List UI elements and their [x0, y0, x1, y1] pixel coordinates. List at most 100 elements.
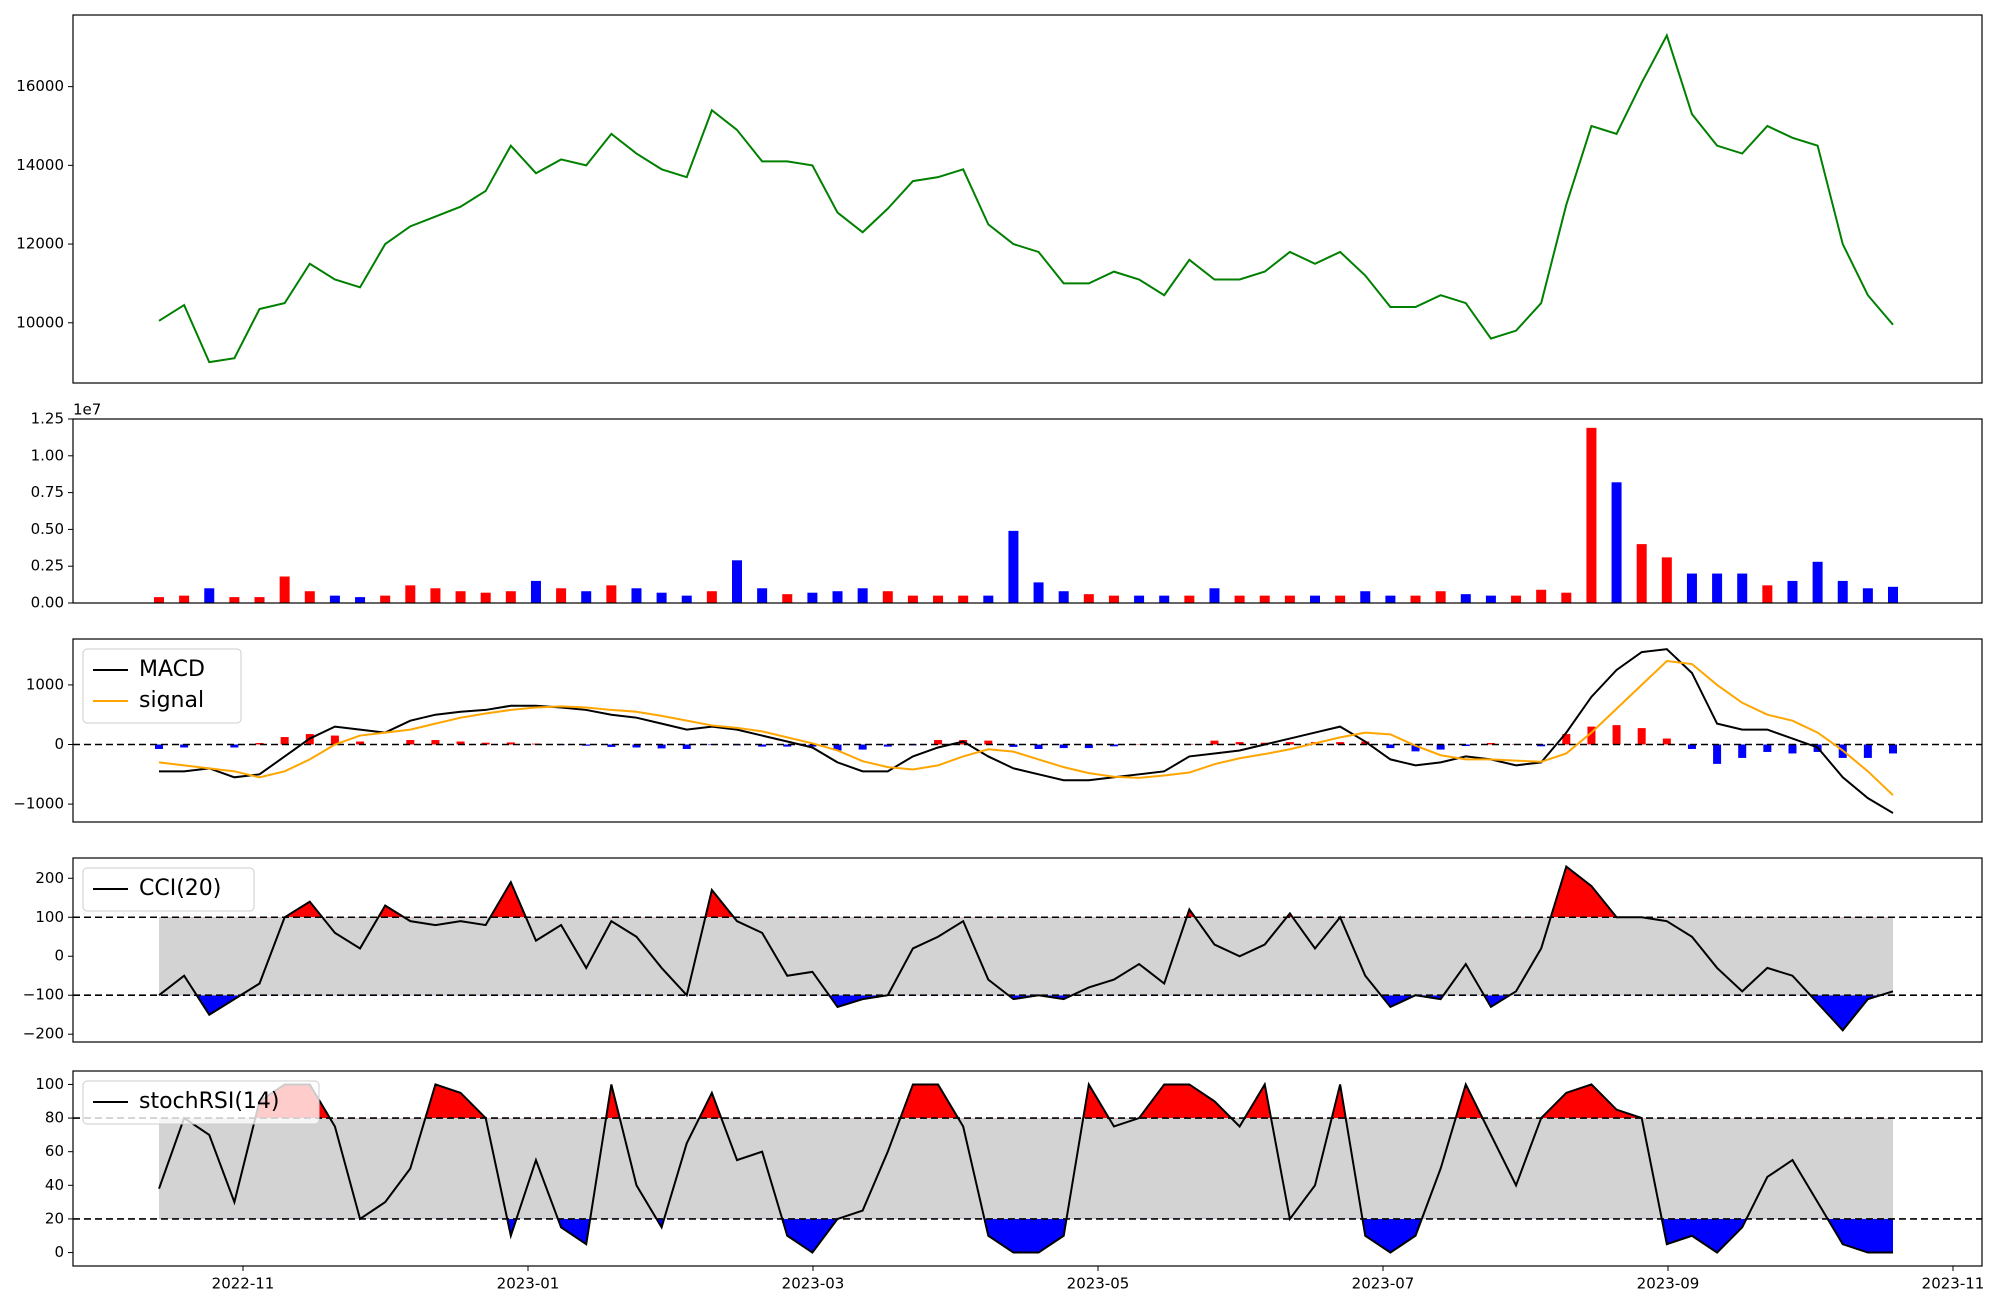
volume-bar — [882, 591, 893, 603]
histogram-bar — [1889, 744, 1897, 754]
y-tick-label: −200 — [23, 1025, 64, 1043]
y-tick-label: 1000 — [26, 675, 64, 693]
volume-bar — [1712, 573, 1723, 603]
histogram-bar — [1788, 744, 1797, 754]
y-tick-label: 0.00 — [31, 594, 64, 612]
legend-label: signal — [139, 688, 204, 713]
y-tick-label: 40 — [45, 1176, 64, 1194]
y-tick-label: 14000 — [16, 156, 64, 174]
histogram-bar — [1562, 734, 1571, 745]
volume-bar — [1435, 591, 1446, 603]
histogram-bar — [1034, 744, 1043, 749]
volume-bar — [1284, 595, 1295, 603]
histogram-bar — [431, 740, 440, 745]
histogram-bar — [1687, 744, 1696, 749]
histogram-bar — [582, 744, 591, 746]
volume-bar — [1310, 595, 1320, 603]
volume-bar — [556, 588, 567, 603]
volume-bar — [1862, 588, 1873, 603]
histogram-bar — [1235, 742, 1244, 745]
legend: CCI(20) — [82, 867, 255, 912]
upper-fill — [255, 1084, 1642, 1119]
histogram-bar — [758, 744, 767, 747]
histogram-bar — [1637, 728, 1646, 745]
volume-bar — [1134, 595, 1145, 603]
volume-bar — [1888, 586, 1898, 603]
volume-bar — [1586, 427, 1597, 603]
volume-bar — [832, 591, 843, 603]
axes-frame — [72, 638, 1983, 823]
panel: −1000 0 1000 MACD signal — [13, 638, 1983, 823]
histogram-bar — [230, 744, 239, 748]
volume-bar — [1485, 595, 1496, 603]
volume-bar — [480, 592, 491, 603]
histogram-bar — [356, 741, 365, 745]
volume-bar — [782, 594, 793, 603]
histogram-bar — [607, 744, 616, 747]
y-tick-label: 20 — [45, 1209, 64, 1227]
volume-bar — [1108, 595, 1119, 603]
histogram-bar — [1009, 744, 1018, 747]
legend-label: CCI(20) — [139, 876, 221, 901]
volume-bar — [1837, 580, 1848, 603]
legend-box — [82, 867, 255, 912]
y-tick-label: 0.25 — [31, 557, 64, 575]
y-tick-label: 10000 — [16, 313, 64, 331]
panel: 0 20 40 60 80 100 stochRSI(14) 2022-11 2023-01 20… — [35, 1070, 1985, 1293]
histogram-bar — [280, 737, 289, 745]
histogram-bar — [1336, 742, 1345, 745]
panel: −200 −100 0 100 200 CCI(20) — [23, 857, 1983, 1043]
y-tick-label: 0 — [54, 947, 64, 965]
histogram-bar — [1612, 725, 1621, 745]
histogram-bar — [657, 744, 666, 749]
volume-bar — [1661, 557, 1672, 603]
volume-bar — [1787, 580, 1798, 603]
volume-bar — [1611, 482, 1622, 603]
volume-bar — [958, 595, 969, 603]
histogram-bar — [1084, 744, 1093, 749]
histogram-bar — [1059, 744, 1068, 749]
volume-bar — [1410, 595, 1421, 603]
histogram-bar — [783, 744, 792, 747]
volume-bar — [581, 591, 592, 603]
y-tick-label: 100 — [35, 1075, 64, 1093]
volume-bar — [1385, 595, 1396, 603]
volume-bar — [933, 595, 944, 603]
y-tick-label: 1.00 — [31, 446, 64, 464]
price-line — [158, 32, 1894, 364]
volume-bar — [1159, 595, 1170, 603]
volume-bar — [1234, 595, 1245, 603]
x-tick-label: 2023-09 — [1637, 1275, 1700, 1293]
indicator-line — [158, 864, 1894, 1032]
volume-bar — [1762, 585, 1773, 603]
volume-bar — [380, 595, 391, 603]
volume-bar — [656, 592, 667, 603]
volume-bar — [1058, 591, 1069, 603]
y-tick-label: 80 — [45, 1109, 64, 1127]
histogram-bar — [255, 743, 264, 745]
volume-bar — [355, 597, 366, 603]
histogram-bar — [833, 744, 842, 751]
y-tick-label: 1.25 — [31, 410, 64, 428]
histogram-bar — [1210, 740, 1219, 745]
volume-bar — [907, 595, 918, 603]
volume-bar — [631, 588, 642, 603]
histogram-bar — [1863, 744, 1872, 758]
volume-bar — [279, 576, 290, 603]
volume-bar — [530, 580, 541, 603]
volume-bar — [1636, 544, 1647, 603]
x-tick-label: 2023-11 — [1922, 1275, 1985, 1293]
offset-label: 1e7 — [73, 401, 101, 419]
legend: stochRSI(14) — [82, 1080, 320, 1125]
volume-bar — [1033, 582, 1044, 603]
volume-bar — [757, 588, 768, 603]
histogram-bar — [1386, 744, 1395, 749]
volume-bar — [1686, 573, 1697, 603]
histogram-bar — [1662, 738, 1671, 745]
histogram-bar — [1738, 744, 1747, 758]
histogram-bar — [858, 744, 867, 750]
histogram-bar — [632, 744, 641, 748]
histogram-bar — [506, 742, 515, 745]
legend-box — [82, 648, 242, 724]
